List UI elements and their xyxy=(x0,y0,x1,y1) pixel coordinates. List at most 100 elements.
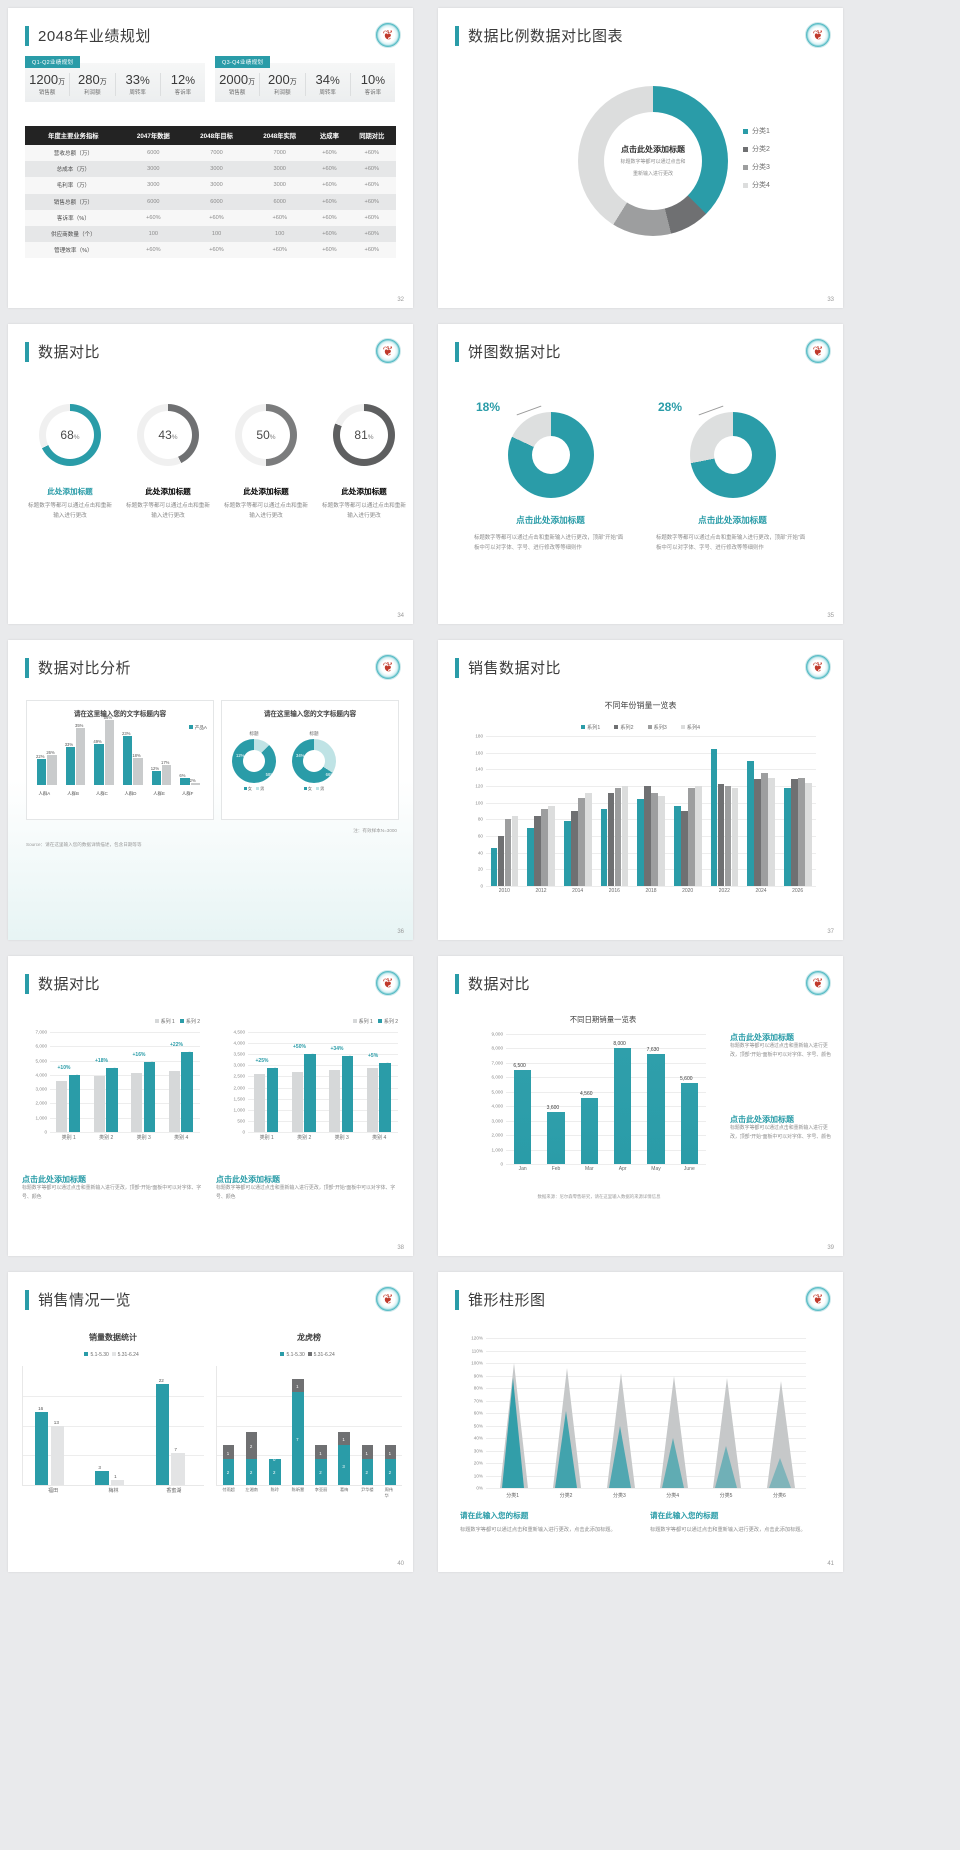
bar-chart-right[interactable]: 系列 1 系列 2 4,500 4,000 3,500 3,000 2,500 2,000 1… xyxy=(216,1018,402,1148)
segment-value-label: 1 xyxy=(342,1437,345,1443)
kpi-groups: Q1-Q2业绩规划 1200万 销售额 280万 利润额 33% 周转率 xyxy=(25,56,395,103)
legend-swatch xyxy=(614,725,619,729)
bar-chart-plot[interactable]: 9,000 8,000 7,000 6,000 5,000 4,000 3,000 2,000… xyxy=(492,1032,706,1172)
brand-logo-icon xyxy=(805,970,831,996)
legend-swatch xyxy=(743,182,748,188)
table-row: 管理效率（%） +60% +60% +60% +60% +60% xyxy=(25,242,396,259)
x-axis-tick: 陈玲 xyxy=(270,1487,280,1492)
kpi-label: 销售额 xyxy=(228,90,246,97)
bar xyxy=(798,777,805,886)
delta-label: +5% xyxy=(368,1053,379,1060)
table-cell: +60% xyxy=(121,209,185,226)
bar xyxy=(747,761,755,886)
table-cell: +60% xyxy=(347,177,396,194)
bar-chart-plot[interactable]: 180 160 140 120 100 80 60 40 20 0 2010 2012 2014 2016… xyxy=(475,734,816,894)
donut-chart[interactable]: 点击此处添加标题 标题数字等都可以通过点击和 重新输入进行更改 xyxy=(578,86,728,236)
kpi-value: 10% xyxy=(360,72,385,87)
y-axis-tick: 30% xyxy=(473,1448,483,1453)
legend-item[interactable]: 系列1 xyxy=(580,724,600,731)
slide-grid: 2048年业绩规划 Q1-Q2业绩规划 1200万 销售额 280万 利润额 3… xyxy=(0,0,960,1572)
x-axis-label: 人群D xyxy=(124,791,137,796)
slide-33[interactable]: 数据比例数据对比图表 点击此处添加标题 标题数字等都可以通过点击和 重新输入进行… xyxy=(438,8,843,308)
chart-block-left[interactable]: 销量数据统计 5.1-5.30 5.31-6.24 16 13 福田 3 1 梅林 22 7 香… xyxy=(22,1332,204,1494)
x-axis-tick: 类别 2 xyxy=(297,1135,312,1141)
slide-38[interactable]: 数据对比 系列 1 系列 2 7,000 6,000 5,000 4,000 3,000 2… xyxy=(8,956,413,1256)
cone-foreground xyxy=(662,1438,684,1488)
bar xyxy=(621,786,629,886)
donut-item[interactable]: 标题 34% 66% 女 男 xyxy=(292,731,336,792)
gauge-item[interactable]: 81% 此处添加标题 标题数字等都可以通过点击和重新输入进行更改 xyxy=(322,404,406,522)
bar-chart-card[interactable]: 请在这里输入您的文字标题内容 22% 26% 人群A 33% 35% 人群B 49% 56% 人… xyxy=(26,700,214,820)
page-number: 39 xyxy=(827,1245,834,1251)
cone-chart-plot[interactable]: 120% 110% 100% 90% 80% 70% 60% 50% 40% 30% 20% 10% 0… xyxy=(471,1336,806,1499)
legend-item[interactable]: 分类1 xyxy=(743,126,770,136)
legend-item[interactable]: 分类4 xyxy=(743,180,770,190)
x-axis-label: 人群F xyxy=(181,791,194,796)
table-cell: 3000 xyxy=(248,177,312,194)
bar xyxy=(805,782,812,886)
legend-item[interactable]: 分类3 xyxy=(743,162,770,172)
legend-item[interactable]: 5.1-5.30 xyxy=(84,1352,111,1358)
legend-item[interactable]: 5.1-5.30 xyxy=(280,1352,307,1358)
gauge-item[interactable]: 68% 此处添加标题 标题数字等都可以通过点击和重新输入进行更改 xyxy=(28,404,112,522)
legend-item[interactable]: 系列4 xyxy=(680,724,700,731)
slide-41[interactable]: 锥形柱形图 120% 110% 100% 90% 80% 70% 60% 50% 40% 30% 2… xyxy=(438,1272,843,1572)
bar xyxy=(490,847,498,886)
kpi-cell: 33% 周转率 xyxy=(116,72,161,97)
legend-swatch xyxy=(316,787,320,790)
slide-39[interactable]: 数据对比 不同日期销量一览表 9,000 8,000 7,000 6,000 5,000… xyxy=(438,956,843,1256)
legend-item[interactable]: 系列3 xyxy=(647,724,667,731)
donut-item[interactable]: 标题 12% 58% 女 男 xyxy=(232,731,276,792)
pie-body: 标题数字等都可以通过点击和重新输入进行更改，顶部“开始”面板中可以对字体、字号、… xyxy=(656,535,806,551)
slide-36[interactable]: 数据对比分析 请在这里输入您的文字标题内容 22%26% 人群A 33% 35% 人群B… xyxy=(8,640,413,940)
bar-segment-lower xyxy=(338,1445,350,1485)
slide-32[interactable]: 2048年业绩规划 Q1-Q2业绩规划 1200万 销售额 280万 利润额 3… xyxy=(8,8,413,308)
segment-value-label: 2 xyxy=(365,1470,368,1476)
legend-item[interactable]: 分类2 xyxy=(743,144,770,154)
gridline xyxy=(486,1450,806,1452)
slide-40[interactable]: 销售情况一览 销量数据统计 5.1-5.30 5.31-6.24 1613福田3… xyxy=(8,1272,413,1572)
page-title: 数据对比 xyxy=(25,973,100,994)
y-axis-tick: 4,000 xyxy=(491,1103,504,1109)
bar xyxy=(791,779,798,886)
bar xyxy=(93,1076,105,1132)
bar xyxy=(695,786,702,886)
legend-label: 分类2 xyxy=(752,146,770,153)
donut-chart-card[interactable]: 请在这里输入您的文字标题内容 标题 12% 58% 女 男 标题 34% 66% 女 男 xyxy=(221,700,399,820)
sample-note: 注：有效样本N=3000 xyxy=(353,828,397,833)
legend-item[interactable]: 系列2 xyxy=(614,724,634,731)
kpi-cell: 280万 利润额 xyxy=(70,72,116,97)
table-cell: +60% xyxy=(184,242,249,259)
bar xyxy=(504,819,512,886)
kpi-value: 280万 xyxy=(78,72,107,87)
bar-value-label: 5,600 xyxy=(680,1076,693,1083)
legend-item[interactable]: 5.31-6.24 xyxy=(307,1352,338,1358)
chart-legend: 系列 1 系列 2 xyxy=(154,1018,200,1025)
legend-label: 系列 2 xyxy=(185,1019,200,1025)
bar xyxy=(95,1471,109,1485)
y-axis-tick: 140 xyxy=(475,766,483,772)
legend-item[interactable]: 5.31-6.24 xyxy=(111,1352,142,1358)
gauge-item[interactable]: 50% 此处添加标题 标题数字等都可以通过点击和重新输入进行更改 xyxy=(224,404,308,522)
bar xyxy=(47,754,57,785)
y-axis-tick: 6,000 xyxy=(491,1074,504,1080)
donut-chart[interactable] xyxy=(507,412,594,498)
x-axis-tick: 2010 xyxy=(498,888,510,894)
page-title: 数据对比分析 xyxy=(25,657,131,678)
gridline xyxy=(506,1034,706,1035)
gauge-item[interactable]: 43% 此处添加标题 标题数字等都可以通过点击和重新输入进行更改 xyxy=(126,404,210,522)
title-text: 销售数据对比 xyxy=(468,660,562,677)
delta-label: +25% xyxy=(255,1057,269,1064)
pie-percent-label: 18% xyxy=(476,400,501,414)
bar-chart-left[interactable]: 系列 1 系列 2 7,000 6,000 5,000 4,000 3,000 2,000 1… xyxy=(18,1018,204,1148)
legend-label: 5.1-5.30 xyxy=(90,1352,109,1358)
donut-chart[interactable] xyxy=(689,412,776,498)
slide-35[interactable]: 饼图数据对比 18% 点击此处添加标题 标题数字等都可以通过点击和重新输入进行更… xyxy=(438,324,843,624)
donut-label-b: 66% xyxy=(325,772,334,777)
chart-block-right[interactable]: 龙虎榜 5.1-5.30 5.31-6.24 2 1 付雨超 2 2 左湘南 2 0 陈玲 7 1 陈… xyxy=(216,1332,402,1498)
x-axis-tick: 类别 1 xyxy=(259,1135,274,1141)
gauge-heading: 此处添加标题 xyxy=(145,487,191,496)
card-title: 请在这里输入您的文字标题内容 xyxy=(263,711,357,718)
